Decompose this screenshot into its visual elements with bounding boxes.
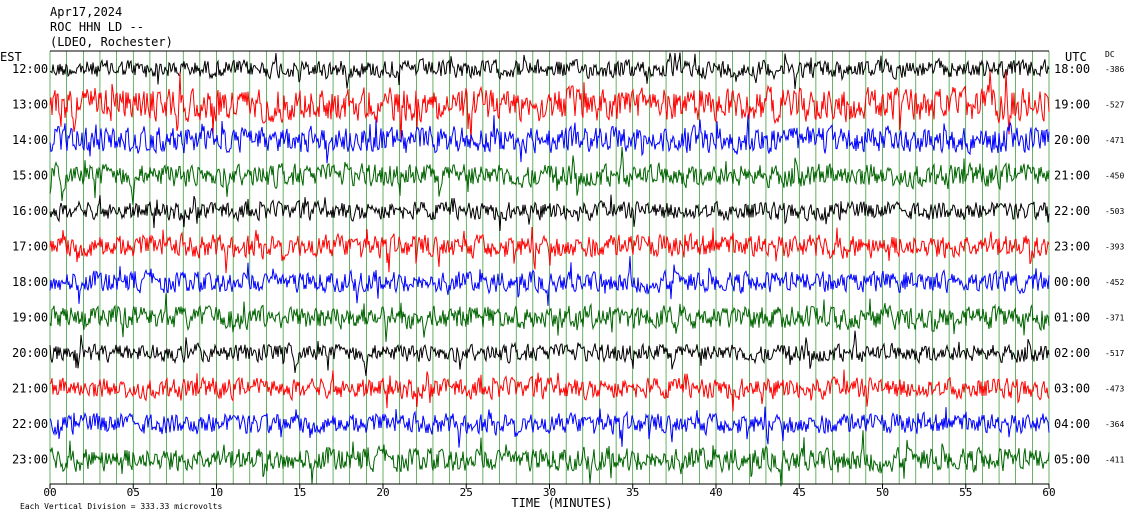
x-tick-label: 45 xyxy=(793,486,806,499)
utc-hour-label: 21:00 xyxy=(1054,169,1090,183)
trace-1600 xyxy=(49,194,1050,232)
x-tick-label: 55 xyxy=(959,486,972,499)
est-hour-label: 20:00 xyxy=(12,346,48,360)
est-hour-label: 22:00 xyxy=(12,417,48,431)
trace-2000 xyxy=(49,330,1050,377)
trace-1900 xyxy=(49,293,1050,342)
dc-label: DC xyxy=(1105,50,1115,59)
trace-2200 xyxy=(49,406,1050,448)
dc-offset-label: -371 xyxy=(1105,314,1124,323)
x-axis-title: TIME (MINUTES) xyxy=(511,496,612,510)
est-hour-label: 16:00 xyxy=(12,204,48,218)
est-hour-label: 17:00 xyxy=(12,240,48,254)
utc-hour-label: 23:00 xyxy=(1054,240,1090,254)
est-hour-label: 12:00 xyxy=(12,62,48,76)
seismic-traces xyxy=(49,52,1050,487)
est-hour-label: 23:00 xyxy=(12,453,48,467)
x-tick-label: 20 xyxy=(376,486,389,499)
est-hour-labels: 12:00 13:00 14:00 15:00 16:00 17:00 18:00 19:00… xyxy=(12,62,48,467)
x-tick-label: 30 xyxy=(543,486,556,499)
header-date: Apr17,2024 xyxy=(50,5,122,19)
utc-hour-label: 19:00 xyxy=(1054,98,1090,112)
dc-offset-label: -503 xyxy=(1105,207,1124,216)
trace-1300 xyxy=(49,70,1050,142)
utc-hour-label: 03:00 xyxy=(1054,382,1090,396)
utc-hour-label: 18:00 xyxy=(1054,62,1090,76)
utc-hour-label: 22:00 xyxy=(1054,204,1090,218)
est-hour-label: 14:00 xyxy=(12,133,48,147)
utc-hour-label: 01:00 xyxy=(1054,311,1090,325)
scale-note: Each Vertical Division = 333.33 microvol… xyxy=(20,502,222,511)
est-hour-label: 18:00 xyxy=(12,275,48,289)
header-location: (LDEO, Rochester) xyxy=(50,35,173,49)
x-tick-label: 00 xyxy=(43,486,56,499)
dc-offset-label: -364 xyxy=(1105,420,1124,429)
est-hour-label: 19:00 xyxy=(12,311,48,325)
utc-hour-labels: 18:00 19:00 20:00 21:00 22:00 23:00 00:00 01:00… xyxy=(1054,62,1090,467)
utc-hour-label: 02:00 xyxy=(1054,346,1090,360)
trace-1700 xyxy=(49,226,1050,274)
x-tick-label: 50 xyxy=(876,486,889,499)
x-tick-label: 15 xyxy=(293,486,306,499)
utc-hour-label: 05:00 xyxy=(1054,453,1090,467)
header-station: ROC HHN LD -- xyxy=(50,20,144,34)
x-tick-label: 40 xyxy=(709,486,722,499)
vertical-grid xyxy=(49,51,1050,484)
est-label: EST xyxy=(0,50,22,64)
utc-hour-label: 00:00 xyxy=(1054,275,1090,289)
x-tick-label: 60 xyxy=(1042,486,1055,499)
trace-1800 xyxy=(49,256,1050,306)
dc-offset-label: -527 xyxy=(1105,101,1124,110)
x-tick-label: 25 xyxy=(460,486,473,499)
dc-offset-label: -471 xyxy=(1105,136,1124,145)
utc-hour-label: 04:00 xyxy=(1054,417,1090,431)
dc-offset-label: -450 xyxy=(1105,172,1124,181)
dc-offset-labels: -386 -527 -471 -450 -503 -393 -452 -371 -517 -473… xyxy=(1105,65,1124,465)
est-hour-label: 13:00 xyxy=(12,98,48,112)
trace-2300 xyxy=(49,430,1050,487)
utc-label: UTC xyxy=(1065,50,1087,64)
trace-2100 xyxy=(49,369,1050,412)
x-axis-ticks: 00 05 10 15 20 25 30 35 40 45 50 55 60 xyxy=(43,484,1056,499)
trace-1200 xyxy=(49,52,1050,90)
est-hour-label: 21:00 xyxy=(12,382,48,396)
dc-offset-label: -393 xyxy=(1105,243,1124,252)
est-hour-label: 15:00 xyxy=(12,169,48,183)
dc-offset-label: -452 xyxy=(1105,278,1124,287)
dc-offset-label: -386 xyxy=(1105,65,1124,74)
x-tick-label: 10 xyxy=(210,486,223,499)
x-tick-label: 05 xyxy=(127,486,140,499)
utc-hour-label: 20:00 xyxy=(1054,133,1090,147)
trace-1500 xyxy=(49,146,1050,206)
dc-offset-label: -517 xyxy=(1105,349,1124,358)
dc-offset-label: -411 xyxy=(1105,456,1124,465)
trace-1400 xyxy=(49,114,1050,164)
dc-offset-label: -473 xyxy=(1105,385,1124,394)
x-tick-label: 35 xyxy=(626,486,639,499)
